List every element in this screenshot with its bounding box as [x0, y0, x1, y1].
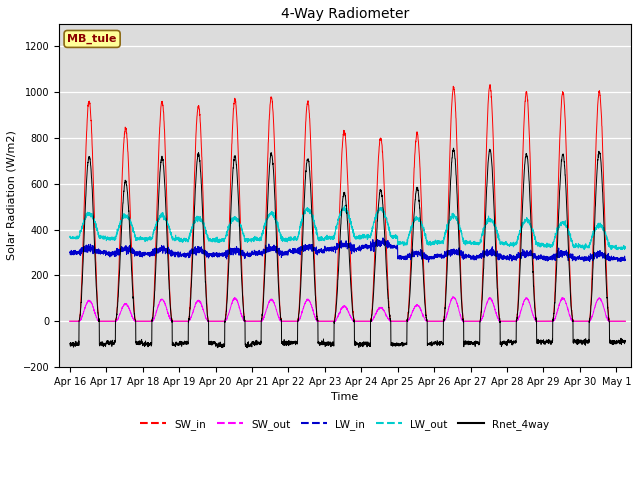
LW_in: [530, 252, 538, 257]
Rnet_4way: [588, 282, 596, 288]
LW_out: [340, 203, 348, 209]
LW_in: [425, 259, 433, 265]
SW_out: [588, 314, 596, 320]
LW_out: [567, 238, 575, 243]
Rnet_4way: [66, 340, 74, 346]
SW_out: [621, 318, 629, 324]
SW_out: [530, 313, 538, 319]
Rnet_4way: [530, 288, 538, 293]
LW_out: [249, 237, 257, 242]
SW_in: [530, 272, 538, 278]
SW_in: [567, 294, 575, 300]
X-axis label: Time: Time: [332, 392, 358, 402]
Line: LW_out: LW_out: [70, 206, 625, 250]
Rnet_4way: [621, 339, 629, 345]
Legend: SW_in, SW_out, LW_in, LW_out, Rnet_4way: SW_in, SW_out, LW_in, LW_out, Rnet_4way: [136, 415, 554, 434]
LW_in: [567, 253, 575, 259]
LW_in: [421, 252, 429, 258]
LW_in: [621, 258, 629, 264]
LW_in: [550, 255, 558, 261]
LW_in: [249, 250, 257, 255]
Title: 4-Way Radiometer: 4-Way Radiometer: [281, 7, 409, 21]
LW_in: [588, 255, 596, 261]
LW_out: [421, 231, 429, 237]
Text: MB_tule: MB_tule: [67, 34, 117, 44]
SW_in: [420, 286, 428, 292]
SW_in: [486, 82, 494, 87]
SW_in: [550, 302, 558, 308]
SW_in: [249, 318, 257, 324]
SW_out: [420, 315, 428, 321]
SW_out: [449, 294, 456, 300]
LW_out: [588, 234, 596, 240]
Rnet_4way: [567, 304, 575, 310]
LW_out: [550, 236, 558, 242]
Line: SW_in: SW_in: [70, 84, 625, 321]
Rnet_4way: [243, 345, 251, 351]
Rnet_4way: [249, 340, 257, 346]
Line: Rnet_4way: Rnet_4way: [70, 148, 625, 348]
SW_in: [588, 273, 596, 279]
SW_out: [249, 318, 257, 324]
LW_out: [621, 244, 629, 250]
SW_in: [621, 318, 629, 324]
SW_out: [550, 316, 558, 322]
LW_out: [614, 247, 621, 252]
SW_out: [66, 318, 74, 324]
SW_in: [66, 318, 74, 324]
LW_in: [66, 250, 74, 255]
SW_out: [567, 316, 575, 322]
Y-axis label: Solar Radiation (W/m2): Solar Radiation (W/m2): [7, 131, 17, 260]
LW_out: [530, 229, 538, 235]
Rnet_4way: [450, 145, 458, 151]
Rnet_4way: [421, 299, 429, 305]
LW_in: [379, 235, 387, 241]
Line: LW_in: LW_in: [70, 238, 625, 262]
Rnet_4way: [550, 304, 558, 310]
Line: SW_out: SW_out: [70, 297, 625, 321]
LW_out: [66, 234, 74, 240]
